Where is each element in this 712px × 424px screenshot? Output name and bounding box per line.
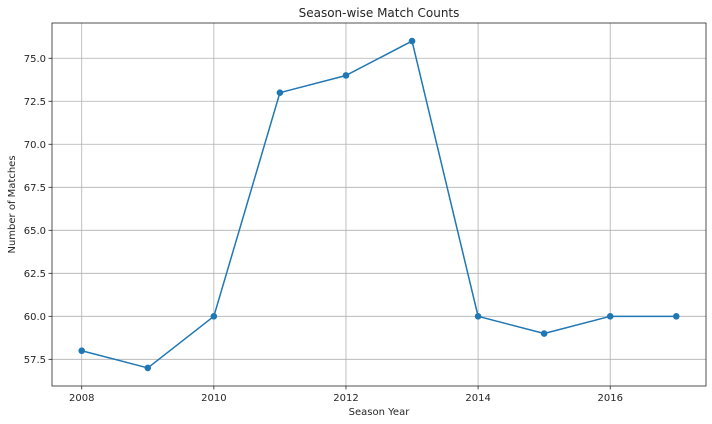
plot-frame [51,22,707,387]
series-line [81,40,677,369]
data-point [408,37,416,45]
x-tick-label: 2010 [201,393,226,404]
y-tick-label: 57.5 [24,355,46,366]
data-point [540,330,548,337]
x-tick-label: 2016 [597,393,622,404]
y-axis-ticks: 57.5 60.0 62.5 65.0 67.5 70.0 72.5 75.0 [24,54,52,366]
y-tick-label: 70.0 [24,140,46,151]
y-tick-label: 72.5 [24,97,46,108]
y-tick-label: 67.5 [24,183,46,194]
data-point [144,364,152,372]
y-tick-label: 62.5 [24,269,46,280]
x-tick-label: 2014 [465,393,490,404]
x-tick-label: 2012 [333,393,358,404]
data-point [78,347,86,355]
y-tick-label: 60.0 [24,312,46,323]
y-axis-label: Number of Matches [7,155,18,253]
data-point [606,313,614,320]
data-point [276,89,284,96]
series-layer [78,37,680,372]
chart-title: Season-wise Match Counts [299,6,460,20]
x-axis-label: Season Year [349,407,411,418]
x-tick-label: 2008 [69,393,94,404]
y-tick-label: 65.0 [24,226,46,237]
data-point [210,313,218,320]
data-point [342,72,350,79]
data-point [672,313,680,320]
x-axis-ticks: 2008 2010 2012 2014 2016 [69,386,623,404]
y-tick-label: 75.0 [24,54,46,65]
data-point [474,313,482,320]
